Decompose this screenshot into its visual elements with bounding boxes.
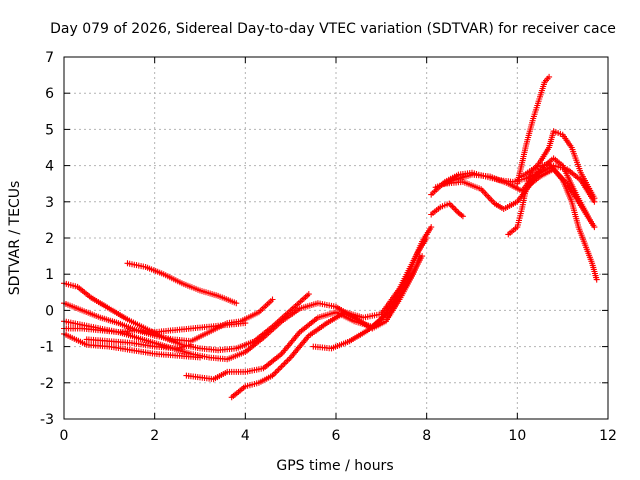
satellite-track-6	[83, 336, 194, 352]
series-markers	[514, 73, 553, 187]
x-tick-label: 8	[422, 428, 431, 444]
y-axis-ticks: -3 -2 -1 0 1 2 3 4 5 6 7	[40, 50, 608, 428]
x-tick-label: 6	[332, 428, 341, 444]
x-tick-label: 2	[150, 428, 159, 444]
series-markers	[310, 224, 435, 352]
series-markers	[428, 200, 466, 220]
satellite-track-13	[428, 200, 466, 220]
x-tick-label: 10	[508, 428, 526, 444]
satellite-track-7	[124, 260, 240, 307]
y-tick-label: 0	[45, 303, 54, 319]
y-tick-label: 2	[45, 231, 54, 247]
y-tick-label: 6	[45, 86, 54, 102]
x-axis-ticks: 0 2 4 6 8 10 12	[60, 57, 617, 444]
chart-title: Day 079 of 2026, Sidereal Day-to-day VTE…	[50, 21, 616, 37]
series-markers	[523, 166, 598, 231]
series-markers	[505, 128, 598, 238]
y-axis-label: SDTVAR / TECUs	[7, 181, 23, 296]
y-tick-label: 4	[45, 159, 54, 175]
x-tick-label: 0	[60, 428, 69, 444]
y-tick-label: 3	[45, 195, 54, 211]
satellite-track-10	[310, 224, 435, 352]
series-markers	[83, 336, 194, 352]
y-tick-label: 1	[45, 267, 54, 283]
x-axis-label: GPS time / hours	[276, 458, 393, 474]
x-tick-label: 4	[241, 428, 250, 444]
y-tick-label: 5	[45, 122, 54, 138]
satellite-track-18	[523, 166, 598, 231]
y-tick-label: 7	[45, 50, 54, 66]
satellite-track-16	[514, 73, 553, 187]
series-group	[61, 73, 600, 401]
y-tick-label: -3	[40, 412, 54, 428]
y-tick-label: -1	[40, 340, 54, 356]
y-tick-label: -2	[40, 376, 54, 392]
x-tick-label: 12	[599, 428, 617, 444]
satellite-track-15	[505, 128, 598, 238]
series-markers	[124, 260, 240, 307]
